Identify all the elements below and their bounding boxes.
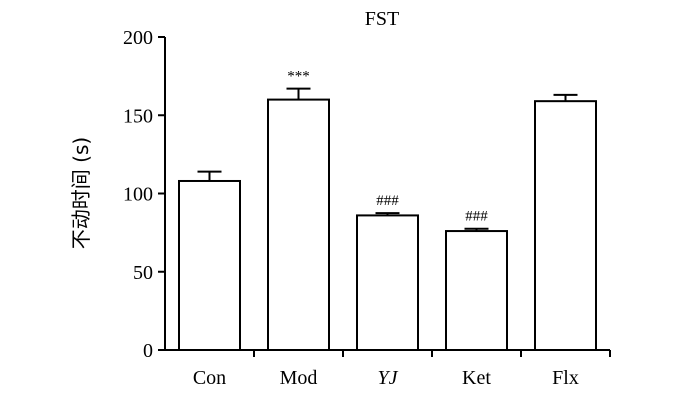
y-axis-label: 不动时间 (s)	[69, 137, 93, 249]
bar	[267, 98, 330, 351]
y-tick-label: 200	[123, 27, 153, 49]
significance-label: ***	[287, 69, 310, 85]
bar	[356, 214, 419, 351]
significance-label: ###	[465, 209, 488, 225]
bar	[178, 179, 241, 351]
x-tick-label: Flx	[552, 367, 579, 389]
y-tick-label: 100	[123, 184, 153, 206]
x-tick-label: Mod	[280, 367, 318, 389]
chart-title: FST	[365, 8, 399, 30]
x-tick-label: Con	[193, 367, 226, 389]
y-ticks: 0 50 100 150 200	[123, 27, 165, 362]
bar	[445, 230, 508, 351]
x-ticks: Con Mod YJ Ket Flx	[193, 350, 611, 389]
bars: *** ### ###	[178, 69, 597, 352]
x-tick-label: YJ	[378, 367, 399, 389]
y-tick-label: 50	[133, 262, 153, 284]
y-tick-label: 150	[123, 105, 153, 127]
significance-label: ###	[376, 193, 399, 209]
bar	[534, 100, 597, 352]
y-tick-label: 0	[143, 340, 153, 362]
x-tick-label: Ket	[462, 367, 491, 389]
